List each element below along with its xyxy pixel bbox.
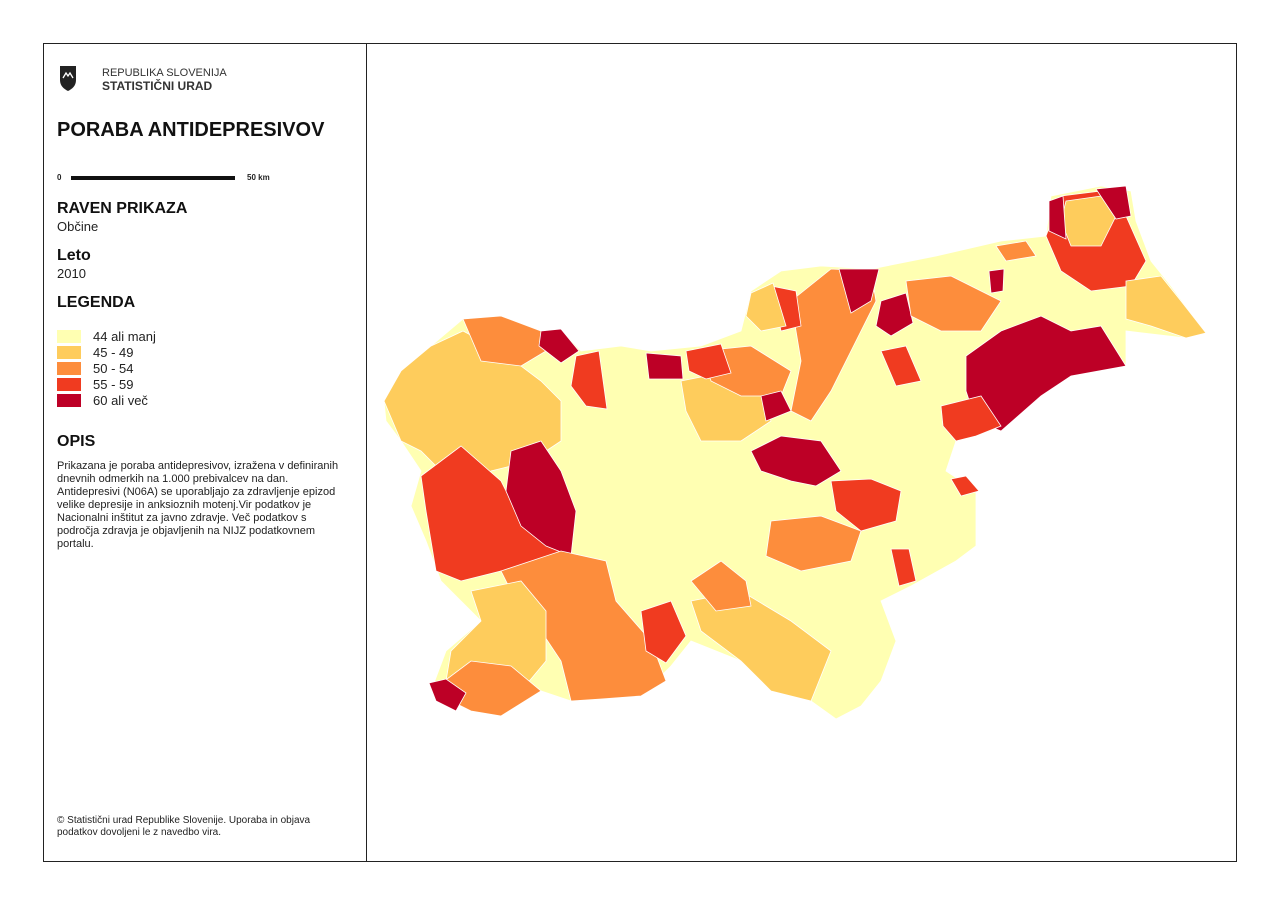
legend-swatch [57,393,81,407]
municipality [838,268,880,314]
legend-item: 50 - 54 [57,360,156,376]
municipality [765,515,862,572]
agency-line: STATISTIČNI URAD [102,79,213,93]
map [383,185,1207,720]
legend: 44 ali manj 45 - 49 50 - 54 55 - 59 60 ali v… [57,328,156,408]
heading: OPIS [57,433,96,450]
municipality [760,390,792,422]
legend-swatch [57,361,81,375]
description: Prikazana je poraba antidepresivov, izra… [57,460,339,550]
municipality [1095,185,1132,220]
municipality [690,560,752,612]
municipality [690,590,832,702]
municipality [1125,275,1207,339]
legend-label: 45 - 49 [93,344,134,360]
map-frame: REPUBLIKA SLOVENIJA STATISTIČNI URAD POR… [43,43,1237,862]
municipality [880,345,922,387]
municipality [890,548,917,587]
sidebar: REPUBLIKA SLOVENIJA STATISTIČNI URAD POR… [44,44,367,861]
municipality [428,678,467,712]
legend-item: 44 ali manj [57,328,156,344]
scale-end: 50 km [247,173,270,182]
legend-label: 44 ali manj [93,328,156,344]
logo [60,66,76,91]
value: 2010 [57,266,86,281]
title: PORABA ANTIDEPRESIVOV [57,119,325,141]
municipality [750,435,842,487]
heading: Leto [57,247,91,264]
footer: © Statistični urad Republike Slovenije. … [57,815,311,838]
scale-start: 0 [57,173,62,182]
legend-label: 55 - 59 [93,376,134,392]
municipality [940,395,1002,442]
heading: RAVEN PRIKAZA [57,200,188,217]
municipality [745,282,787,332]
value: Občine [57,219,99,234]
legend-label: 60 ali več [93,392,148,408]
legend-swatch [57,329,81,343]
municipality [570,350,608,410]
legend-item: 55 - 59 [57,376,156,392]
municipality [538,328,580,364]
scale-bar [71,176,235,180]
municipality [1048,195,1067,240]
legend-label: 50 - 54 [93,360,134,376]
municipality [950,475,980,497]
municipality [830,478,902,532]
legend-swatch [57,377,81,391]
municipality [905,275,1002,332]
legend-item: 60 ali več [57,392,156,408]
municipality [645,352,684,380]
municipality [875,292,914,337]
heading: LEGENDA [57,294,136,311]
legend-item: 45 - 49 [57,344,156,360]
agency-line: REPUBLIKA SLOVENIJA [102,67,227,79]
municipality [685,343,732,380]
legend-swatch [57,345,81,359]
municipality [640,600,687,664]
municipality [988,268,1005,294]
municipality [995,240,1037,262]
